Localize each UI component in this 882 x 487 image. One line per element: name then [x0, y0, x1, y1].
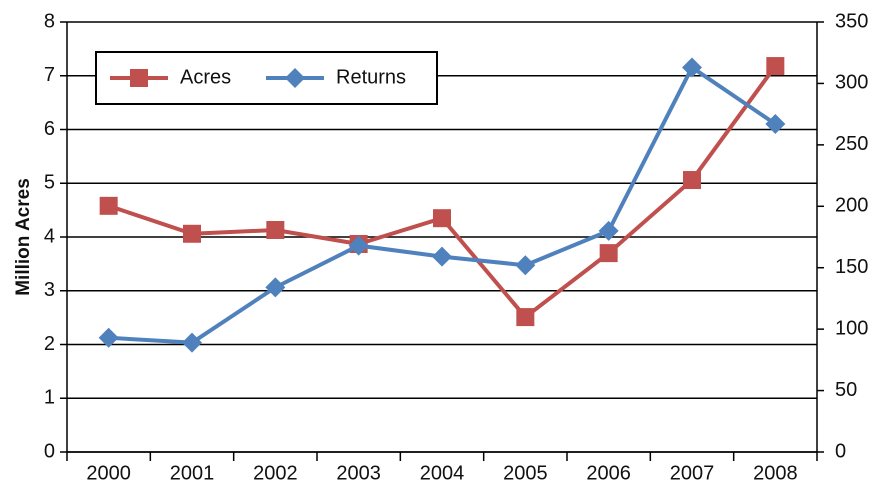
x-tick-label: 2004	[420, 462, 465, 484]
legend-marker	[285, 68, 305, 88]
y-tick-label: 7	[44, 64, 55, 86]
y2-tick-label: 150	[835, 256, 868, 278]
y-tick-label: 0	[44, 440, 55, 462]
y2-tick-label: 50	[835, 379, 857, 401]
point	[265, 277, 286, 298]
point	[516, 308, 535, 327]
x-tick-label: 2002	[253, 462, 298, 484]
point	[266, 221, 285, 240]
y-tick-label: 8	[44, 10, 55, 32]
y-tick-label: 3	[44, 279, 55, 301]
x-tick-label: 2005	[503, 462, 548, 484]
y-tick-label: 4	[44, 225, 55, 247]
point	[599, 244, 618, 263]
legend-marker	[130, 69, 148, 87]
point	[182, 332, 202, 353]
y-tick-label: 5	[44, 172, 55, 194]
x-tick-label: 2006	[586, 462, 631, 484]
point	[765, 113, 786, 134]
y2-tick-label: 350	[835, 10, 868, 32]
y2-tick-label: 250	[835, 133, 868, 155]
point	[515, 255, 536, 276]
point	[433, 209, 451, 228]
x-tick-label: 2000	[86, 462, 131, 484]
legend-label: Returns	[336, 66, 406, 88]
point	[99, 196, 118, 215]
point	[766, 57, 785, 76]
x-tick-label: 2008	[753, 462, 798, 484]
y-axis-label: Million Acres	[13, 178, 34, 296]
point	[432, 246, 452, 267]
x-tick-label: 2003	[336, 462, 381, 484]
point	[348, 235, 369, 256]
x-tick-label: 2001	[170, 462, 215, 484]
point	[183, 224, 201, 243]
legend-label: Acres	[180, 66, 231, 88]
y-tick-label: 6	[44, 118, 55, 140]
series-line	[108, 65, 777, 345]
point	[682, 57, 702, 78]
point	[98, 327, 119, 348]
y2-tick-label: 100	[835, 317, 868, 339]
point	[683, 171, 701, 190]
y-tick-label: 2	[44, 333, 55, 355]
point	[598, 220, 619, 241]
y2-tick-label: 200	[835, 195, 868, 217]
y2-tick-label: 300	[835, 72, 868, 94]
y2-tick-label: 0	[835, 440, 846, 462]
y-tick-label: 1	[44, 387, 55, 409]
x-tick-label: 2007	[670, 462, 715, 484]
